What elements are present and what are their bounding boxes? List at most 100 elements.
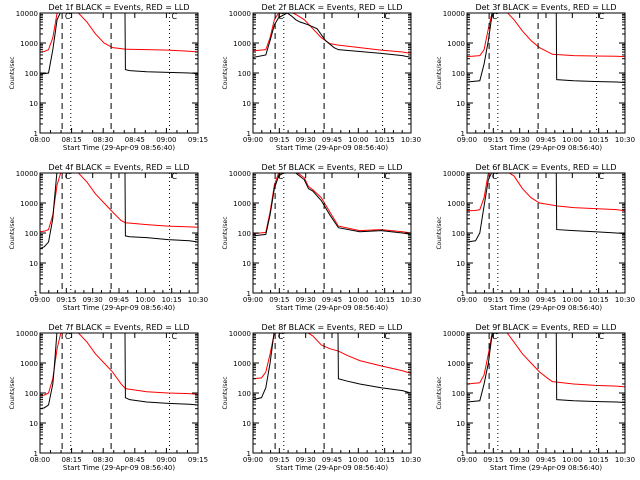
y-tick-label: 1000: [233, 360, 251, 368]
event-marker-label: C: [278, 12, 284, 21]
detector-panel-2: 1 10 100 1000 10000 09:00 09:15 09:30 09:45 10:00…: [222, 3, 421, 152]
panel-title: Det 9f BLACK = Events, RED = LLD: [475, 323, 616, 332]
x-tick-label: 09:45: [536, 136, 556, 144]
series-line-lld: [40, 333, 198, 397]
x-tick-label: 09:00: [156, 456, 176, 464]
x-tick-label: 10:00: [562, 456, 582, 464]
y-tick-label: 100: [452, 230, 465, 238]
x-tick-label: 10:15: [589, 136, 609, 144]
event-marker-label: C: [599, 332, 605, 341]
y-tick-label: 100: [25, 390, 38, 398]
x-tick-label: 09:00: [457, 456, 477, 464]
x-tick-label: 09:15: [483, 456, 503, 464]
x-tick-label: 08:45: [125, 456, 145, 464]
x-tick-label: 08:15: [62, 456, 82, 464]
x-tick-label: 09:45: [322, 136, 342, 144]
x-tick-label: 09:30: [510, 136, 530, 144]
series-line-lld: [253, 173, 411, 235]
x-tick-label: 09:00: [457, 296, 477, 304]
y-axis-label: Counts/sec: [436, 56, 443, 89]
x-tick-label: 10:15: [162, 296, 182, 304]
y-tick-label: 10000: [16, 10, 38, 18]
y-tick-label: 1000: [233, 200, 251, 208]
x-tick-label: 09:45: [536, 456, 556, 464]
x-tick-label: 10:00: [562, 296, 582, 304]
y-tick-label: 1000: [447, 40, 465, 48]
x-tick-label: 09:30: [296, 136, 316, 144]
y-tick-label: 100: [452, 390, 465, 398]
event-marker-label: C: [385, 12, 391, 21]
y-axis-label: Counts/sec: [222, 216, 229, 249]
y-axis-label: Counts/sec: [222, 376, 229, 409]
series-line-events: [40, 333, 198, 410]
detector-panel-4: 1 10 100 1000 10000 09:00 09:15 09:30 09:45 10:00…: [9, 163, 208, 312]
y-tick-label: 100: [238, 230, 251, 238]
panel-title: Det 2f BLACK = Events, RED = LLD: [261, 3, 402, 12]
x-tick-label: 10:15: [375, 136, 395, 144]
event-marker-label: C: [385, 332, 391, 341]
x-tick-label: 09:15: [269, 296, 289, 304]
y-tick-label: 100: [238, 70, 251, 78]
series-line-events: [40, 173, 198, 250]
series-line-lld: [467, 13, 625, 58]
y-tick-label: 100: [238, 390, 251, 398]
y-tick-label: 1: [34, 290, 38, 298]
x-tick-label: 09:00: [457, 136, 477, 144]
plot-frame: [252, 12, 412, 134]
x-tick-label: 10:00: [135, 296, 155, 304]
y-tick-label: 10: [242, 420, 251, 428]
x-tick-label: 08:00: [30, 456, 50, 464]
y-tick-label: 10: [29, 420, 38, 428]
detector-panel-7: 1 10 100 1000 10000 08:00 08:15 08:30 08:45 09:00…: [9, 323, 208, 472]
panel-title: Det 4f BLACK = Events, RED = LLD: [48, 163, 189, 172]
x-tick-label: 10:30: [615, 136, 635, 144]
x-tick-label: 10:00: [348, 136, 368, 144]
event-marker-label: C: [172, 172, 178, 181]
y-tick-label: 10: [29, 260, 38, 268]
detector-panel-1: 1 10 100 1000 10000 08:00 08:15 08:30 08:45 09:00…: [9, 3, 208, 152]
series-line-events: [253, 13, 411, 58]
x-tick-label: 09:15: [483, 136, 503, 144]
panel-title: Det 1f BLACK = Events, RED = LLD: [48, 3, 189, 12]
x-tick-label: 09:45: [536, 296, 556, 304]
y-tick-label: 1: [247, 450, 251, 458]
y-axis-label: Counts/sec: [436, 376, 443, 409]
plot-frame: [466, 332, 626, 454]
x-tick-label: 09:45: [322, 296, 342, 304]
y-tick-label: 1: [34, 450, 38, 458]
y-tick-label: 1: [461, 290, 465, 298]
y-tick-label: 10000: [229, 10, 251, 18]
event-marker-label: C: [492, 172, 498, 181]
series-line-events: [467, 13, 625, 84]
x-tick-label: 08:15: [62, 136, 82, 144]
y-tick-label: 10: [242, 100, 251, 108]
event-marker-label: C: [599, 172, 605, 181]
y-tick-label: 1000: [447, 360, 465, 368]
event-marker-label: C: [65, 332, 71, 341]
event-marker-label: C: [278, 332, 284, 341]
x-tick-label: 08:45: [125, 136, 145, 144]
x-tick-label: 10:30: [615, 296, 635, 304]
y-axis-label: Counts/sec: [9, 56, 16, 89]
y-tick-label: 100: [452, 70, 465, 78]
plot-frame: [466, 172, 626, 294]
y-tick-label: 10000: [443, 10, 465, 18]
plot-frame: [466, 12, 626, 134]
x-tick-label: 08:00: [30, 136, 50, 144]
y-tick-label: 1000: [20, 360, 38, 368]
event-marker-label: C: [278, 172, 284, 181]
y-tick-label: 10000: [443, 170, 465, 178]
y-tick-label: 1: [247, 290, 251, 298]
event-marker-label: C: [385, 172, 391, 181]
panel-title: Det 7f BLACK = Events, RED = LLD: [48, 323, 189, 332]
series-line-lld: [467, 333, 625, 388]
x-tick-label: 10:15: [589, 296, 609, 304]
y-tick-label: 10000: [229, 330, 251, 338]
series-line-lld: [40, 173, 198, 233]
y-tick-label: 10: [456, 100, 465, 108]
y-tick-label: 10: [29, 100, 38, 108]
x-tick-label: 09:00: [30, 296, 50, 304]
x-tick-label: 09:15: [56, 296, 76, 304]
x-tick-label: 09:30: [296, 296, 316, 304]
